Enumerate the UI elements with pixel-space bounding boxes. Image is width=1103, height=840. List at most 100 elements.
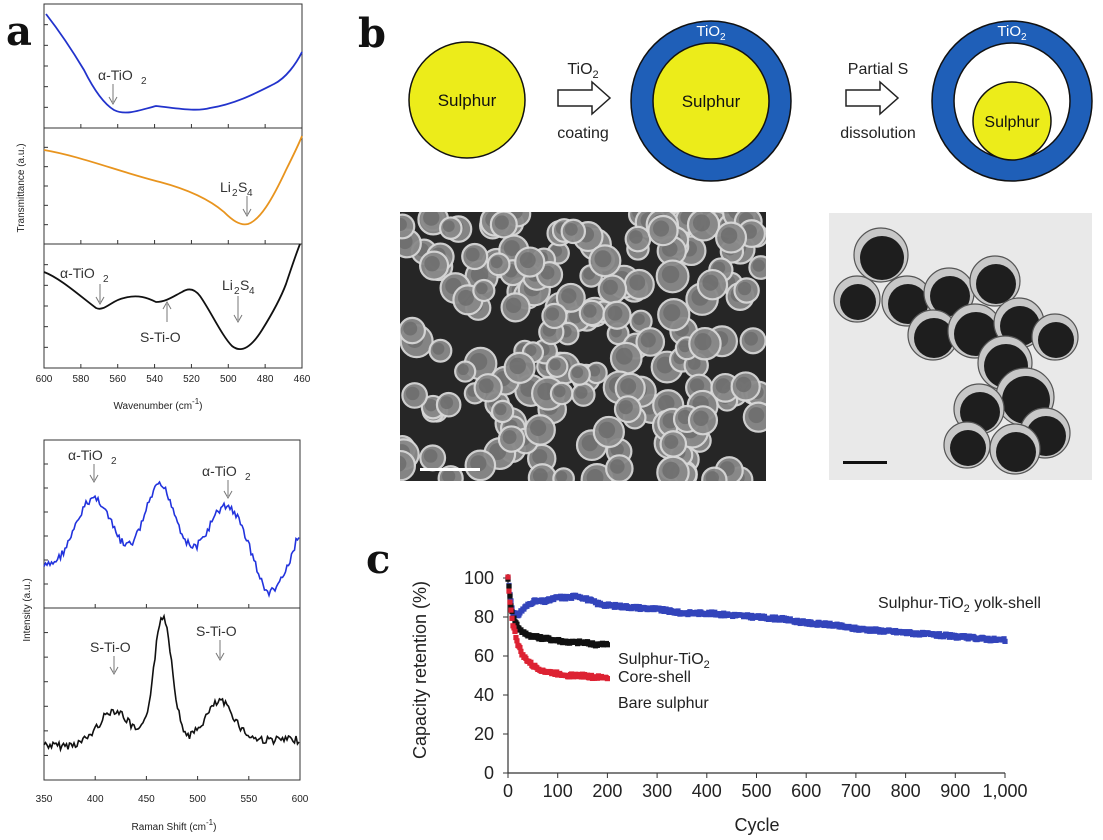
raman-x-axis-title: Raman Shift (cm-1)	[132, 818, 217, 833]
raman-x-tick-label: 550	[240, 794, 257, 805]
sem-particle-shade	[575, 386, 588, 399]
raman-tio2-left-annotation: α-TiO 2	[68, 447, 117, 484]
sem-particle-shade	[581, 435, 598, 452]
panel-label-c: c	[366, 536, 391, 583]
sem-particle-shade	[509, 357, 526, 375]
capacity-point	[505, 574, 511, 580]
capacity-x-tick-label: 900	[940, 781, 970, 801]
tem-particle-core	[950, 430, 986, 466]
sem-particle-shade	[465, 247, 480, 262]
ftir-bot-stio-annotation: S-Ti-O	[140, 300, 181, 345]
raman-tio2-left-label: α-TiO	[68, 447, 103, 463]
sem-particle-shade	[442, 469, 456, 481]
sem-particle-shade	[705, 471, 719, 481]
capacity-retention-chart: 0 100 200 300 400 500 600 700 800 900 1,000 0 20 40 60…	[410, 568, 1041, 835]
capacity-point	[508, 607, 514, 613]
sem-particle-shade	[744, 331, 758, 346]
ftir-bot-li2s4-sub-b: 4	[249, 286, 255, 297]
sem-particle-shade	[525, 344, 537, 356]
capacity-y-tick-label: 40	[474, 685, 494, 705]
capacity-point	[518, 648, 524, 654]
yolk-shell-schematic: Sulphur TiO2 coating Sulphur TiO2 Partia…	[408, 20, 1093, 182]
ftir-y-axis-title: Transmittance (a.u.)	[16, 143, 27, 232]
sem-particle-shade	[440, 396, 454, 410]
sem-particle-shade	[564, 223, 578, 236]
ftir-middle-spectrum-line	[43, 135, 303, 226]
raman-x-tick-label: 500	[189, 794, 206, 805]
raman-top-frame	[43, 439, 301, 609]
ftir-x-tick-label: 540	[146, 374, 163, 385]
sem-particle-shade	[610, 459, 625, 474]
capacity-point	[507, 593, 513, 599]
core-shell-series-label-line2: Core-shell	[618, 669, 691, 686]
capacity-x-tick-label: 800	[891, 781, 921, 801]
capacity-point	[569, 595, 575, 601]
ftir-bottom-spectrum-line	[43, 243, 301, 351]
capacity-point	[507, 599, 513, 605]
ftir-top-spectrum-line	[45, 13, 303, 114]
raman-tio2-right-sub: 2	[245, 472, 251, 483]
sem-particle-shade	[400, 217, 407, 231]
sem-particle-shade	[618, 400, 633, 415]
panel-label-b: b	[358, 10, 386, 57]
raman-bottom-spectrum-line	[43, 613, 300, 753]
capacity-x-tick-label: 200	[592, 781, 622, 801]
ftir-bottom-frame	[43, 243, 303, 369]
sem-particle-shade	[530, 419, 547, 437]
sem-particle-shade	[545, 307, 560, 321]
capacity-y-tick-label: 80	[474, 607, 494, 627]
sem-particle-shade	[687, 357, 701, 370]
ftir-x-tick-label: 580	[73, 374, 90, 385]
ftir-top-tio2-annotation: α-TiO 2	[98, 67, 147, 106]
ftir-bot-tio2-label: α-TiO	[60, 265, 95, 281]
arrow2-top-label: Partial S	[848, 61, 908, 78]
ftir-x-tick-label: 520	[183, 374, 200, 385]
tem-particle-core	[840, 284, 876, 320]
raman-y-axis-title: Intensity (a.u.)	[22, 578, 33, 641]
raman-stio-right-label: S-Ti-O	[196, 623, 237, 639]
capacity-point	[509, 615, 515, 621]
sem-particle-shade	[598, 421, 616, 439]
sem-particle-shade	[405, 386, 420, 401]
tem-particle-core	[888, 284, 928, 324]
sem-particle-shade	[583, 304, 597, 318]
capacity-y-tick-label: 100	[464, 568, 494, 588]
sem-particle-shade	[693, 410, 709, 427]
sem-particle-shade	[571, 366, 584, 379]
sem-particle-shade	[423, 212, 440, 226]
capacity-x-tick-label: 1,000	[982, 781, 1027, 801]
sem-particle-shade	[694, 333, 712, 351]
sem-particle-shade	[594, 250, 612, 268]
ftir-top-tio2-sub: 2	[141, 76, 147, 87]
capacity-point	[506, 583, 512, 589]
raman-stio-left-annotation: S-Ti-O	[90, 639, 131, 676]
sem-particle-shade	[478, 378, 494, 394]
raman-x-tick-label: 600	[292, 794, 309, 805]
raman-tio2-left-sub: 2	[111, 456, 117, 467]
ftir-x-tick-label: 460	[294, 374, 311, 385]
panel-label-a: a	[6, 8, 32, 55]
raman-stio-left-label: S-Ti-O	[90, 639, 131, 655]
sem-particle-shade	[715, 378, 731, 394]
ftir-x-tick-labels: 600 580 560 540 520 500 480 460	[36, 374, 311, 385]
coated-shell-tio2-label: TiO2	[696, 23, 726, 43]
capacity-point	[512, 628, 518, 635]
capacity-point	[511, 625, 517, 631]
arrow2-bottom-label: dissolution	[840, 125, 916, 142]
raman-tick-marks	[43, 463, 301, 780]
sem-particle-shade	[702, 274, 719, 291]
arrow1-top-label: TiO2	[567, 61, 598, 81]
ftir-bot-tio2-sub: 2	[103, 274, 109, 285]
sem-particle-shade	[561, 288, 577, 304]
sem-particle-shade	[678, 340, 691, 353]
capacity-x-tick-label: 700	[841, 781, 871, 801]
capacity-y-tick-label: 0	[484, 763, 494, 783]
capacity-point	[506, 588, 512, 594]
yolk-shell-series-label: Sulphur-TiO2 yolk-shell	[878, 595, 1041, 615]
tem-scale-bar	[843, 461, 887, 464]
sem-particle-shade	[423, 449, 438, 463]
sem-particle-shade	[555, 470, 568, 481]
ftir-mid-li2s4-annotation: Li 2 S 4	[220, 179, 253, 218]
sem-particle-shade	[748, 407, 765, 424]
ftir-bot-li2s4-sub-a: 2	[234, 286, 240, 297]
